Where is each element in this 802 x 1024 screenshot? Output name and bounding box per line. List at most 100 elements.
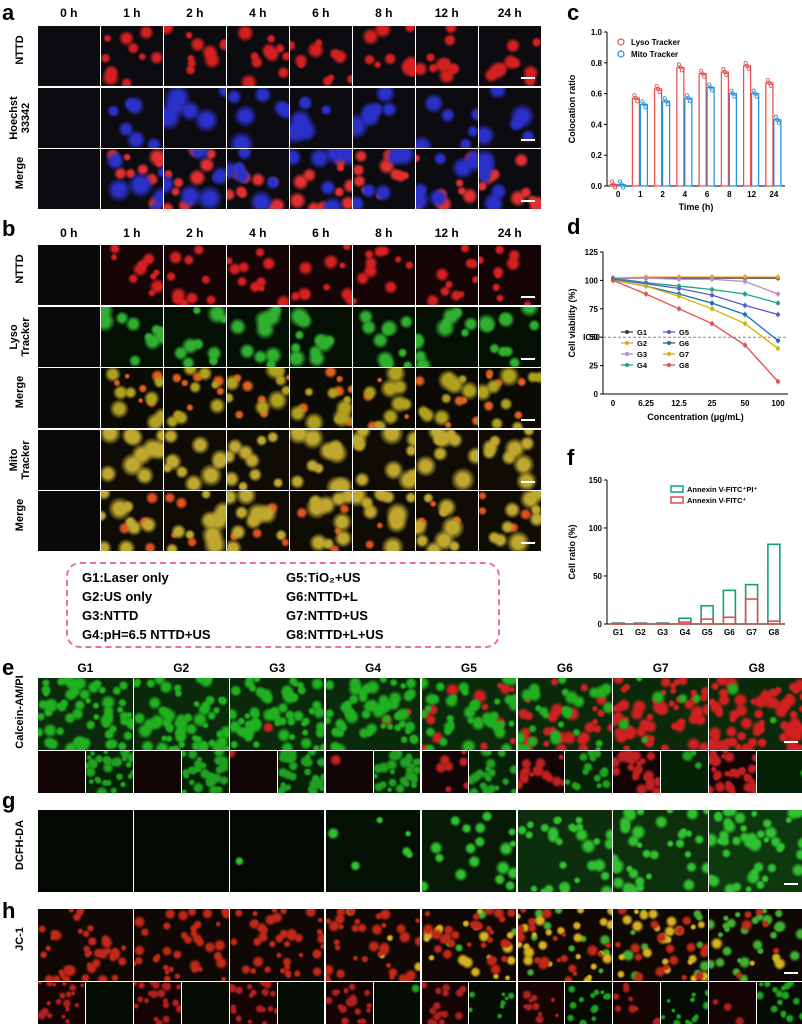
legend-g3: G3:NTTD xyxy=(82,608,139,623)
data-point xyxy=(686,96,691,101)
data-point xyxy=(662,96,667,101)
group-header-e-1: G2 xyxy=(173,661,190,675)
data-point xyxy=(678,65,683,70)
bar-series-1 xyxy=(700,618,714,625)
group-header-e-5: G6 xyxy=(556,661,573,675)
image-a-r0-c0 xyxy=(38,26,100,86)
legend-marker xyxy=(670,496,684,504)
image-b-r1-c1 xyxy=(101,306,163,367)
bar-mito-tracker xyxy=(639,103,648,187)
time-header-b-3: 4 h xyxy=(249,226,267,240)
data-point xyxy=(657,89,662,94)
data-point xyxy=(707,82,712,87)
data-point xyxy=(676,62,681,67)
data-point xyxy=(724,73,729,78)
y-tick-label: 0.8 xyxy=(591,59,603,68)
image-e-green-5 xyxy=(565,751,613,793)
image-b-r0-c2 xyxy=(164,245,226,305)
scale-bar xyxy=(520,200,535,202)
data-point xyxy=(679,68,684,73)
image-b-r4-c1 xyxy=(101,491,163,551)
panel-letter-c: c xyxy=(567,0,580,25)
time-header-a-6: 12 h xyxy=(434,6,459,20)
legend-marker-dot xyxy=(625,363,629,367)
image-b-r3-c4 xyxy=(290,429,352,490)
y-tick-label: 1.0 xyxy=(591,28,603,37)
data-point xyxy=(621,185,626,190)
image-a-r0-c2 xyxy=(164,26,226,86)
legend-marker xyxy=(617,50,625,58)
image-b-r3-c1 xyxy=(101,429,163,490)
image-e-green-0 xyxy=(85,751,133,793)
legend-label: G5 xyxy=(679,328,689,337)
image-b-r4-c0 xyxy=(38,491,100,551)
time-header-a-0: 0 h xyxy=(60,6,78,20)
image-b-r3-c3 xyxy=(227,429,289,490)
x-tick-label: 12.5 xyxy=(671,399,687,408)
image-b-r0-c7 xyxy=(479,245,541,305)
image-e-green-2 xyxy=(277,751,325,793)
legend-label: Annexin V-FITC⁺PI⁺ xyxy=(687,485,757,494)
data-point xyxy=(721,67,726,72)
legend-marker-dot xyxy=(625,330,629,334)
image-e-merge-3 xyxy=(325,678,421,750)
image-h-green-6 xyxy=(661,982,709,1024)
legend-label: G2 xyxy=(637,339,647,348)
bar-series-0 xyxy=(767,543,781,625)
legend-g7: G7:NTTD+US xyxy=(286,608,368,623)
data-point xyxy=(684,93,689,98)
image-h-merge-1 xyxy=(133,909,229,981)
series-line-G2 xyxy=(612,276,778,279)
data-point-G3 xyxy=(776,292,780,297)
data-point xyxy=(641,102,646,107)
image-e-merge-2 xyxy=(229,678,325,750)
image-b-r2-c3 xyxy=(227,368,289,428)
x-tick-label: G2 xyxy=(635,628,646,637)
data-point xyxy=(702,74,707,79)
image-g-5 xyxy=(517,810,613,892)
x-tick-label: 0 xyxy=(611,399,616,408)
x-tick-label: 25 xyxy=(708,399,717,408)
scale-bar xyxy=(520,296,535,298)
y-tick-label: 0.0 xyxy=(591,182,603,191)
image-h-red-2 xyxy=(229,982,277,1024)
scale-bar xyxy=(520,357,535,360)
image-a-r0-c5 xyxy=(353,26,415,86)
scale-bar xyxy=(783,741,798,743)
group-header-e-6: G7 xyxy=(652,661,669,675)
bar-lyso-tracker xyxy=(765,82,774,187)
time-header-a-4: 6 h xyxy=(312,6,330,20)
group-header-e-0: G1 xyxy=(77,661,94,675)
image-b-r0-c0 xyxy=(38,245,100,305)
series-line-G7 xyxy=(612,279,779,350)
scale-bar xyxy=(520,480,535,483)
data-point xyxy=(775,117,780,122)
image-h-red-3 xyxy=(325,982,373,1024)
image-h-green-5 xyxy=(565,982,613,1024)
image-e-red-2 xyxy=(229,751,277,793)
image-a-r2-c2 xyxy=(164,149,226,209)
bar-mito-tracker xyxy=(684,97,693,187)
data-point xyxy=(767,80,772,85)
image-h-merge-3 xyxy=(325,909,421,981)
x-tick-label: G3 xyxy=(657,628,668,637)
x-tick-label: G1 xyxy=(613,628,624,637)
legend-marker xyxy=(617,38,625,46)
image-h-merge-0 xyxy=(38,909,133,981)
image-e-green-3 xyxy=(373,751,421,793)
image-e-green-7 xyxy=(757,751,802,793)
image-e-merge-0 xyxy=(38,678,133,750)
data-point xyxy=(732,94,737,99)
image-a-r0-c3 xyxy=(227,26,289,86)
legend-marker-dot xyxy=(667,330,671,334)
image-h-green-3 xyxy=(373,982,421,1024)
data-point xyxy=(753,91,758,96)
data-point-G4 xyxy=(710,287,714,292)
image-h-red-5 xyxy=(517,982,565,1024)
scale-bar xyxy=(783,972,798,974)
image-h-merge-5 xyxy=(517,909,613,981)
image-h-red-7 xyxy=(709,982,757,1024)
bar-series-1 xyxy=(722,616,737,625)
row-label-b-4: Merge xyxy=(14,498,26,532)
time-header-a-5: 8 h xyxy=(375,6,393,20)
